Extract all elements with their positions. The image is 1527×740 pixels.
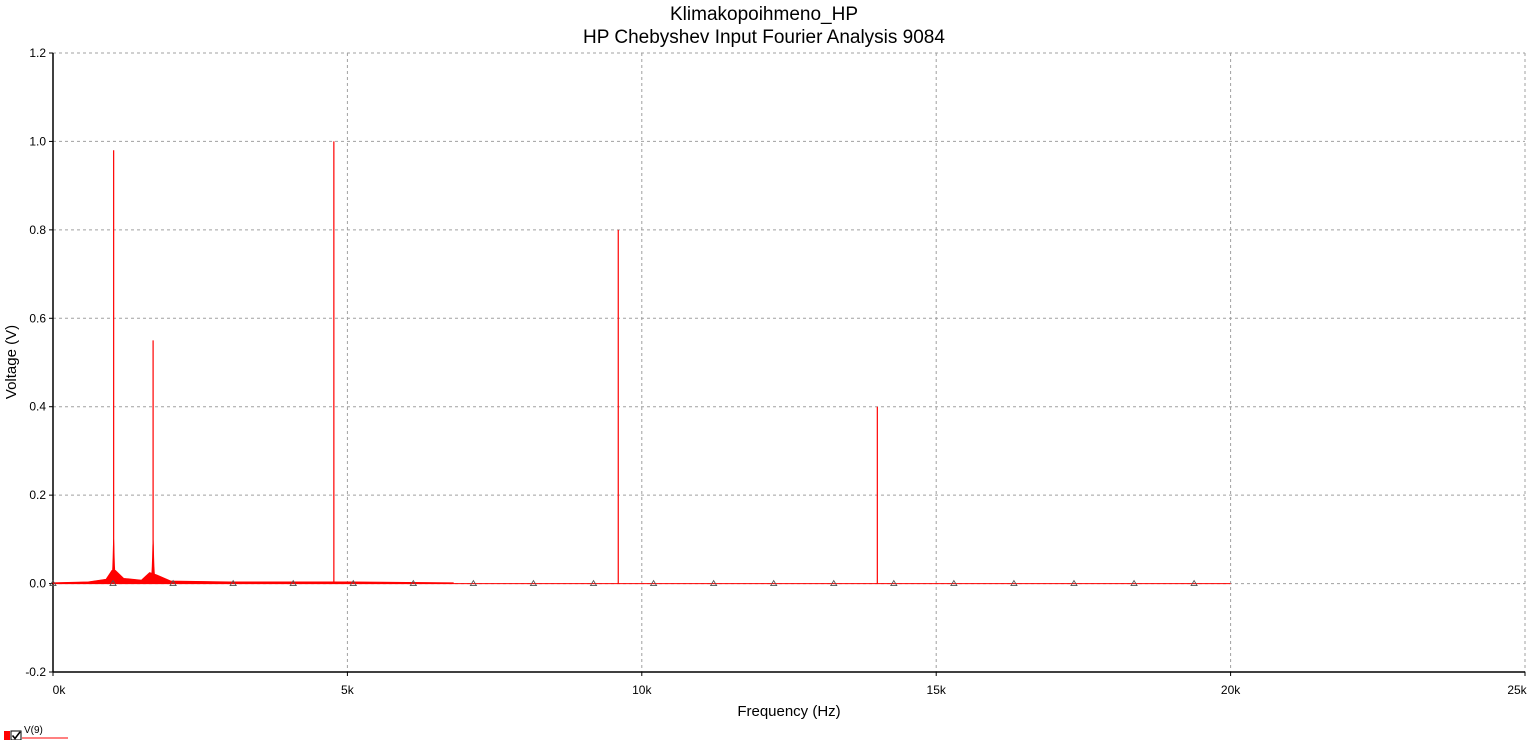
trace-marker (1010, 579, 1018, 587)
y-axis-ticks: -0.2 0.0 0.2 0.4 0.6 0.8 1.0 1.2 (25, 46, 53, 679)
x-tick-label: 0k (53, 683, 67, 697)
trace-marker (950, 579, 958, 587)
legend-checkbox[interactable] (10, 730, 22, 740)
x-tick-label: 15k (927, 683, 947, 697)
y-tick-label: 0.8 (29, 223, 46, 237)
trace-marker (709, 579, 718, 587)
trace-marker (529, 579, 538, 587)
trace-marker (649, 579, 658, 587)
chart-subtitle: HP Chebyshev Input Fourier Analysis 9084 (583, 27, 945, 48)
trace-marker (1070, 579, 1078, 587)
trace-marker (49, 579, 57, 587)
trace-marker (1130, 579, 1138, 587)
x-tick-label: 5k (341, 683, 355, 697)
y-tick-label: 0.0 (29, 577, 46, 591)
trace-marker (469, 579, 478, 587)
trace-marker (769, 579, 778, 587)
trace-marker (289, 579, 298, 587)
x-axis-ticks: 0k 5k 10k 15k 20k 25k (52, 672, 1527, 697)
legend-color-swatch (4, 731, 10, 740)
y-tick-label: 1.0 (29, 134, 46, 148)
y-tick-label: 1.2 (29, 46, 46, 60)
x-tick-label: 20k (1221, 683, 1241, 697)
trace-marker (109, 579, 117, 587)
x-tick-label: 25k (1507, 683, 1527, 697)
trace-marker (349, 579, 358, 587)
x-tick-label: 10k (632, 683, 652, 697)
x-axis-label: Frequency (Hz) (737, 703, 840, 720)
legend-label: V(9) (24, 725, 43, 736)
y-axis-label: Voltage (V) (3, 325, 20, 399)
y-tick-label: -0.2 (25, 665, 46, 679)
trace-marker (829, 579, 838, 587)
legend: V(9) (4, 725, 68, 740)
trace-marker (409, 579, 418, 587)
trace-marker (229, 579, 237, 587)
trace-marker (169, 579, 177, 587)
axes (52, 53, 1525, 673)
trace-marker (1190, 579, 1198, 587)
y-tick-label: 0.4 (29, 400, 46, 414)
trace-marker (890, 579, 898, 587)
series-v9 (49, 141, 1231, 587)
chart-title: Klimakopoihmeno_HP (670, 4, 858, 25)
y-tick-label: 0.6 (29, 311, 46, 325)
y-tick-label: 0.2 (29, 488, 46, 502)
trace-marker (589, 579, 598, 587)
grid (53, 52, 1526, 673)
